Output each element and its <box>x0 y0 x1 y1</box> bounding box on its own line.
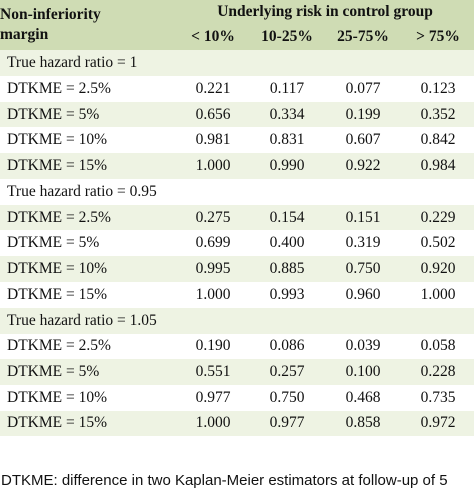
group-row: True hazard ratio = 1 <box>0 50 474 76</box>
table-cell: 0.352 <box>402 101 474 128</box>
table-cell: 0.922 <box>324 153 402 179</box>
row-label: DTKME = 10% <box>7 131 108 149</box>
table-cell: 0.995 <box>176 256 250 282</box>
table-cell: 0.154 <box>250 204 324 231</box>
group-title: True hazard ratio = 0.95 <box>7 182 157 200</box>
table-row: DTKME = 15% 1.000 0.977 0.858 0.972 <box>0 410 474 437</box>
table-cell: 0.750 <box>324 256 402 282</box>
row-label: DTKME = 5% <box>7 234 100 252</box>
row-label: DTKME = 15% <box>0 153 176 179</box>
table-cell: 0.858 <box>324 410 402 437</box>
table-cell: 0.257 <box>250 359 324 385</box>
table-cell: 0.275 <box>176 204 250 231</box>
results-table-container: Non-inferiority margin Underlying risk i… <box>0 0 474 437</box>
table-cell: 0.993 <box>269 285 305 303</box>
table-cell: 0.117 <box>269 79 305 97</box>
table-cell: 1.000 <box>176 410 250 437</box>
row-label: DTKME = 15% <box>0 410 176 437</box>
table-header: Non-inferiority margin Underlying risk i… <box>0 0 474 50</box>
table-row: DTKME = 15% 1.000 0.990 0.922 0.984 <box>0 153 474 179</box>
group-title: True hazard ratio = 1.05 <box>0 307 474 334</box>
table-cell: 0.221 <box>195 79 231 97</box>
row-label: DTKME = 5% <box>0 101 176 128</box>
column-header: 25-75% <box>324 24 402 50</box>
table-cell: 0.190 <box>195 337 231 355</box>
table-row: DTKME = 5% 0.699 0.400 0.319 0.502 <box>0 230 474 256</box>
table-row: DTKME = 10% 0.995 0.885 0.750 0.920 <box>0 256 474 282</box>
margin-header-line1: Non-inferiority <box>0 6 101 23</box>
margin-column-header: Non-inferiority margin <box>0 0 176 50</box>
group-row: True hazard ratio = 1.05 <box>0 307 474 334</box>
table-cell: 0.058 <box>420 337 456 355</box>
table-row: DTKME = 2.5% 0.221 0.117 0.077 0.123 <box>0 76 474 102</box>
table-cell: 0.981 <box>195 131 231 149</box>
row-label: DTKME = 10% <box>7 388 108 406</box>
table-row: DTKME = 10% 0.981 0.831 0.607 0.842 <box>0 127 474 153</box>
row-label: DTKME = 5% <box>0 359 176 385</box>
table-cell: 0.334 <box>250 101 324 128</box>
column-header: > 75% <box>402 24 474 50</box>
table-cell: 0.960 <box>345 285 381 303</box>
table-cell: 0.977 <box>250 410 324 437</box>
table-cell: 0.123 <box>420 79 456 97</box>
table-body: True hazard ratio = 1 DTKME = 2.5% 0.221 0.… <box>0 50 474 437</box>
margin-header-line2: margin <box>0 26 49 43</box>
table-cell: 0.984 <box>402 153 474 179</box>
table-cell: 0.100 <box>324 359 402 385</box>
table-cell: 0.920 <box>402 256 474 282</box>
table-cell: 0.468 <box>345 388 381 406</box>
table-row: DTKME = 5% 0.656 0.334 0.199 0.352 <box>0 101 474 128</box>
group-row: True hazard ratio = 0.95 <box>0 179 474 205</box>
table-cell: 0.990 <box>250 153 324 179</box>
table-cell: 0.735 <box>420 388 456 406</box>
table-row: DTKME = 2.5% 0.190 0.086 0.039 0.058 <box>0 334 474 360</box>
column-header: 10-25% <box>250 24 324 50</box>
table-cell: 1.000 <box>420 285 456 303</box>
table-cell: 0.039 <box>345 337 381 355</box>
table-cell: 0.656 <box>176 101 250 128</box>
row-label: DTKME = 2.5% <box>7 337 111 355</box>
table-cell: 0.228 <box>402 359 474 385</box>
table-row: DTKME = 15% 1.000 0.993 0.960 1.000 <box>0 282 474 308</box>
table-cell: 1.000 <box>176 153 250 179</box>
row-label: DTKME = 15% <box>7 285 108 303</box>
power-table: Non-inferiority margin Underlying risk i… <box>0 0 474 437</box>
table-cell: 0.977 <box>195 388 231 406</box>
table-cell: 0.607 <box>345 131 381 149</box>
table-cell: 0.400 <box>269 234 305 252</box>
table-cell: 0.885 <box>250 256 324 282</box>
table-cell: 0.229 <box>402 204 474 231</box>
table-cell: 0.831 <box>269 131 305 149</box>
row-label: DTKME = 10% <box>0 256 176 282</box>
table-cell: 0.199 <box>324 101 402 128</box>
row-label: DTKME = 2.5% <box>0 204 176 231</box>
table-cell: 0.842 <box>420 131 456 149</box>
table-cell: 0.319 <box>345 234 381 252</box>
table-cell: 0.502 <box>420 234 456 252</box>
table-cell: 0.086 <box>269 337 305 355</box>
table-cell: 0.551 <box>176 359 250 385</box>
table-row: DTKME = 5% 0.551 0.257 0.100 0.228 <box>0 359 474 385</box>
group-title: True hazard ratio = 1 <box>0 50 474 76</box>
table-row: DTKME = 10% 0.977 0.750 0.468 0.735 <box>0 385 474 411</box>
table-cell: 0.750 <box>269 388 305 406</box>
table-cell: 0.077 <box>345 79 381 97</box>
table-cell: 0.699 <box>195 234 231 252</box>
column-header: < 10% <box>176 24 250 50</box>
table-footnote: DTKME: difference in two Kaplan-Meier es… <box>1 472 448 489</box>
risk-group-header: Underlying risk in control group <box>176 0 474 24</box>
row-label: DTKME = 2.5% <box>7 79 111 97</box>
table-cell: 0.151 <box>324 204 402 231</box>
table-cell: 0.972 <box>402 410 474 437</box>
table-cell: 1.000 <box>195 285 231 303</box>
table-row: DTKME = 2.5% 0.275 0.154 0.151 0.229 <box>0 204 474 231</box>
